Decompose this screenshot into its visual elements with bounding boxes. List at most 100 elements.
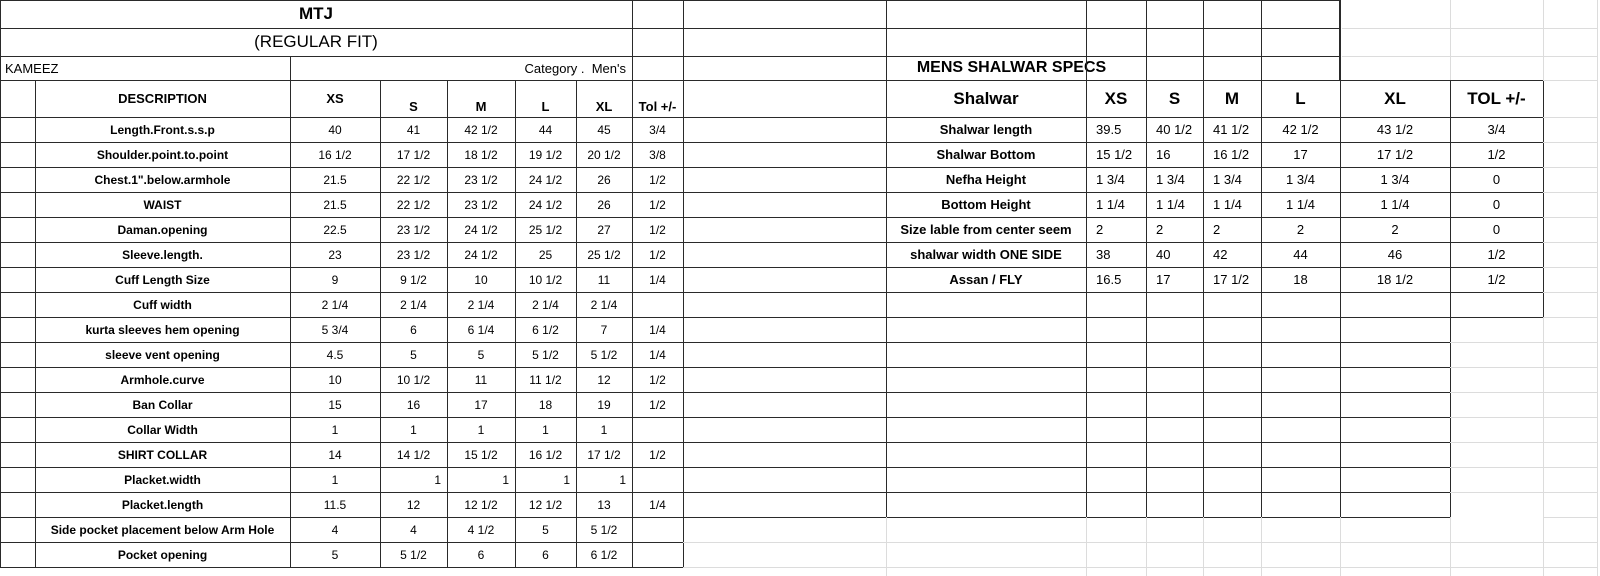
- shalwar-tol-cell[interactable]: 0: [1492, 222, 1501, 237]
- shalwar-tol-cell[interactable]: 0: [1492, 172, 1501, 187]
- kameez-value-cell[interactable]: 5 1/2: [400, 547, 427, 562]
- kameez-tol-cell[interactable]: 1/2: [649, 172, 666, 187]
- kameez-value-cell[interactable]: 10: [328, 372, 342, 387]
- kameez-value-cell[interactable]: 2 1/4: [400, 297, 427, 312]
- kameez-value-cell[interactable]: 5 1/2: [590, 522, 618, 537]
- kameez-value-cell[interactable]: 5 1/2: [532, 347, 559, 362]
- kameez-value-cell[interactable]: 25 1/2: [587, 247, 621, 262]
- shalwar-value-cell[interactable]: 40: [1156, 247, 1171, 262]
- kameez-rowhead-cell[interactable]: [0, 517, 35, 542]
- shalwar-tol-cell[interactable]: 1/2: [1487, 147, 1506, 162]
- kameez-value-cell[interactable]: 4 1/2: [467, 522, 495, 537]
- kameez-value-cell[interactable]: 5: [477, 347, 485, 362]
- kameez-value-cell[interactable]: 21.5: [323, 172, 347, 187]
- empty-cell[interactable]: [1146, 467, 1203, 492]
- kameez-tol-cell[interactable]: [632, 417, 683, 442]
- kameez-desc-cell[interactable]: Collar Width: [127, 422, 198, 437]
- kameez-value-cell[interactable]: 10: [474, 272, 488, 287]
- kameez-value-cell[interactable]: 9: [331, 272, 339, 287]
- shalwar-value-cell[interactable]: 16.5: [1096, 272, 1122, 287]
- kameez-value-cell[interactable]: 2 1/4: [532, 297, 559, 312]
- kameez-desc-cell[interactable]: Daman.opening: [117, 222, 208, 237]
- shalwar-desc-cell[interactable]: Bottom Height: [941, 197, 1031, 212]
- empty-cell[interactable]: [1203, 342, 1261, 367]
- kameez-value-cell[interactable]: 23 1/2: [464, 197, 498, 212]
- kameez-tol-cell[interactable]: 1/2: [649, 247, 666, 262]
- kameez-desc-cell[interactable]: Shoulder.point.to.point: [96, 147, 229, 162]
- kameez-tol-cell[interactable]: 1/2: [649, 372, 666, 387]
- kameez-value-cell[interactable]: 1: [410, 422, 417, 437]
- kameez-value-cell[interactable]: 4: [410, 522, 417, 537]
- empty-cell[interactable]: [1086, 28, 1146, 56]
- empty-cell[interactable]: [1203, 28, 1261, 56]
- empty-cell[interactable]: [683, 442, 886, 467]
- kameez-value-cell[interactable]: 12: [406, 497, 421, 512]
- shalwar-value-cell[interactable]: 43 1/2: [1376, 122, 1414, 137]
- empty-cell[interactable]: [1086, 317, 1146, 342]
- empty-cell[interactable]: [1340, 417, 1450, 442]
- empty-cell[interactable]: [1261, 292, 1340, 317]
- kameez-value-cell[interactable]: 12 1/2: [528, 497, 563, 512]
- empty-cell[interactable]: [1086, 467, 1146, 492]
- shalwar-value-cell[interactable]: 17: [1156, 272, 1171, 287]
- kameez-desc-cell[interactable]: Placket.width: [124, 472, 201, 487]
- kameez-value-cell[interactable]: 7: [600, 322, 608, 337]
- shalwar-value-cell[interactable]: 2: [1213, 222, 1221, 237]
- empty-cell[interactable]: [683, 0, 886, 28]
- kameez-value-cell[interactable]: 11 1/2: [529, 372, 562, 387]
- kameez-value-cell[interactable]: 1: [331, 472, 339, 487]
- kameez-value-cell[interactable]: 19 1/2: [528, 147, 563, 162]
- shalwar-col-header[interactable]: M: [1224, 88, 1240, 108]
- shalwar-tol-cell[interactable]: 1/2: [1487, 247, 1506, 262]
- empty-cell[interactable]: [886, 392, 1086, 417]
- kameez-desc-cell[interactable]: WAIST: [143, 197, 182, 212]
- empty-cell[interactable]: [886, 417, 1086, 442]
- kameez-rowhead-cell[interactable]: [0, 467, 35, 492]
- kameez-value-cell[interactable]: 19: [597, 397, 611, 412]
- shalwar-value-cell[interactable]: 17 1/2: [1213, 272, 1250, 287]
- shalwar-value-cell[interactable]: 46: [1387, 247, 1403, 262]
- empty-cell[interactable]: [886, 492, 1086, 517]
- kameez-value-cell[interactable]: 15: [328, 397, 342, 412]
- kameez-value-cell[interactable]: 22 1/2: [396, 197, 431, 212]
- shalwar-value-cell[interactable]: 2: [1156, 222, 1164, 237]
- shalwar-value-cell[interactable]: 1 3/4: [1213, 172, 1242, 187]
- kameez-value-cell[interactable]: 16: [406, 397, 421, 412]
- kameez-value-cell[interactable]: 18 1/2: [464, 147, 498, 162]
- empty-cell[interactable]: [1146, 342, 1203, 367]
- empty-cell[interactable]: [1450, 292, 1543, 317]
- kameez-desc-cell[interactable]: Cuff Length Size: [115, 272, 210, 287]
- shalwar-desc-cell[interactable]: Size lable from center seem: [900, 222, 1072, 237]
- kameez-value-cell[interactable]: 1: [563, 472, 570, 487]
- shalwar-title-cell[interactable]: MENS SHALWAR SPECS: [916, 59, 1107, 76]
- kameez-value-cell[interactable]: 5 3/4: [321, 322, 349, 337]
- kameez-value-cell[interactable]: 24 1/2: [464, 222, 498, 237]
- empty-cell[interactable]: [1086, 0, 1146, 28]
- category-cell[interactable]: Category . Men's: [524, 60, 626, 76]
- kameez-value-cell[interactable]: 2 1/4: [467, 297, 495, 312]
- kameez-tol-cell[interactable]: 3/4: [649, 122, 666, 137]
- kameez-tol-cell[interactable]: 1/4: [649, 272, 666, 287]
- kameez-value-cell[interactable]: 15 1/2: [464, 447, 498, 462]
- kameez-value-cell[interactable]: 17: [474, 397, 488, 412]
- empty-cell[interactable]: [1340, 342, 1450, 367]
- shalwar-col-header[interactable]: S: [1168, 88, 1181, 108]
- empty-cell[interactable]: [683, 317, 886, 342]
- kameez-subtitle-cell[interactable]: (REGULAR FIT): [254, 32, 378, 51]
- kameez-rowhead-cell[interactable]: [0, 142, 35, 167]
- kameez-value-cell[interactable]: 25: [538, 247, 553, 262]
- shalwar-value-cell[interactable]: 1 1/4: [1096, 197, 1125, 212]
- kameez-value-cell[interactable]: 4.5: [326, 347, 344, 362]
- kameez-value-cell[interactable]: 44: [538, 122, 553, 137]
- empty-cell[interactable]: [632, 56, 683, 80]
- empty-cell[interactable]: [1203, 442, 1261, 467]
- empty-cell[interactable]: [1146, 392, 1203, 417]
- kameez-col-header[interactable]: XS: [326, 91, 344, 106]
- shalwar-value-cell[interactable]: 2: [1296, 222, 1305, 237]
- kameez-value-cell[interactable]: 6: [410, 322, 417, 337]
- kameez-value-cell[interactable]: 1: [331, 422, 339, 437]
- empty-cell[interactable]: [1261, 317, 1340, 342]
- empty-cell[interactable]: [1086, 492, 1146, 517]
- kameez-title-cell[interactable]: MTJ: [299, 4, 333, 23]
- empty-cell[interactable]: [1146, 417, 1203, 442]
